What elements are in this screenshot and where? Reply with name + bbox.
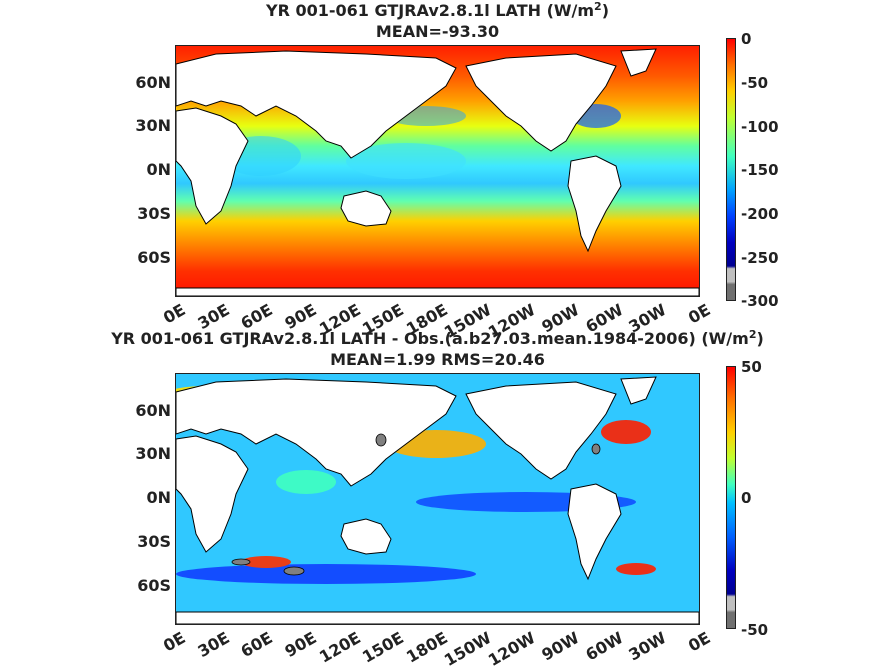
panel2-missing-1 [231, 558, 251, 566]
panel2-southern-neg [176, 564, 476, 584]
panel2-colorbar [726, 366, 736, 629]
panel2-xtick-5: 150E [359, 628, 408, 667]
panel2-antarctica [176, 611, 699, 624]
panel2-north-america [465, 381, 617, 480]
panel2-ytick-30n: 30N [135, 444, 171, 463]
panel2-greenland [620, 376, 657, 405]
panel2-land [176, 376, 699, 624]
panel1-cbar-tick-5: -250 [741, 249, 779, 267]
panel2-title-close: ) [756, 329, 764, 348]
panel1-map-svg [176, 46, 699, 296]
panel2-ytick-60s: 60S [137, 576, 171, 595]
panel2-xtick-9: 90W [538, 628, 583, 665]
panel1-ytick-60s: 60S [137, 248, 171, 267]
panel2-xtick-1: 30E [193, 628, 233, 662]
panel2-eurasia [176, 378, 457, 487]
panel2-title-sup: 2 [748, 328, 757, 341]
panel2-indian-feature [276, 470, 336, 494]
panel2-xtick-8: 120W [484, 628, 539, 670]
panel1-north-america [465, 53, 617, 152]
panel1-eurasia [176, 50, 457, 159]
panel1-cbar-tick-0: 0 [741, 30, 752, 48]
panel2-ytick-30s: 30S [137, 532, 171, 551]
panel2-cbar-tick-0: 50 [741, 358, 762, 376]
panel1-cbar-tick-2: -100 [741, 118, 779, 136]
panel1-title-close: ) [601, 1, 610, 20]
panel2-agulhas-pos [241, 556, 291, 568]
panel1-ytick-0n: 0N [146, 160, 171, 179]
panel2-missing-2 [283, 566, 305, 576]
panel2-ytick-0n: 0N [146, 488, 171, 507]
panel2-africa [176, 435, 249, 553]
panel1-colorbar [726, 38, 736, 301]
panel2-south-america [567, 483, 622, 581]
panel2-xtick-11: 30W [625, 628, 670, 665]
panel1-mean: MEAN=-93.30 [375, 22, 500, 41]
panel1-xtick-0: 0E [159, 300, 189, 328]
panel2-missing-3 [375, 433, 387, 447]
panel2-title: YR 001-061 GTJRAv2.8.1l LATH - Obs.(a.b2… [0, 328, 875, 348]
panel2-brazil-pos [616, 563, 656, 575]
panel1-ytick-60n: 60N [135, 73, 171, 92]
panel1-land [176, 48, 699, 296]
panel1-greenland [620, 48, 657, 77]
panel2-missing-patches [231, 433, 601, 576]
panel1-ytick-30n: 30N [135, 116, 171, 135]
panel2-xtick-7: 150W [441, 628, 495, 670]
panel2-missing-4 [591, 443, 601, 455]
panel2-xtick-2: 60E [237, 628, 276, 662]
panel2-xtick-12: 0E [684, 628, 714, 656]
panel2-xtick-6: 180E [403, 628, 451, 667]
panel1-cbar-tick-3: -150 [741, 161, 779, 179]
panel2-gulfstream-pos [601, 420, 651, 444]
panel1-xtick-12: 0E [684, 300, 714, 328]
panel2-cbar-tick-2: -50 [741, 621, 769, 639]
panel2-xtick-4: 120E [315, 628, 364, 667]
panel2-map [175, 373, 700, 625]
panel1-title-text: YR 001-061 GTJRAv2.8.1l LATH (W/m [265, 1, 595, 20]
panel1-australia [340, 190, 392, 227]
panel2-map-svg [176, 374, 699, 624]
panel1-cbar-tick-4: -200 [741, 205, 779, 223]
panel2-ytick-60n: 60N [135, 401, 171, 420]
panel2-xtick-10: 60W [581, 628, 626, 665]
panel1-cbar-tick-1: -50 [741, 74, 769, 92]
panel2-cbar-tick-1: 0 [741, 489, 752, 507]
panel1-cbar-tick-6: -300 [741, 292, 779, 310]
panel1-title-sup: 2 [594, 0, 602, 13]
panel1-antarctica [176, 287, 699, 296]
panel1-south-america [567, 155, 622, 253]
panel2-title-text: YR 001-061 GTJRAv2.8.1l LATH - Obs.(a.b2… [111, 329, 749, 348]
panel1-pacific-feature [346, 143, 466, 179]
panel1-title: YR 001-061 GTJRAv2.8.1l LATH (W/m2) [0, 0, 875, 20]
panel1-map [175, 45, 700, 297]
panel2-australia [340, 518, 392, 555]
panel1-ytick-30s: 30S [137, 204, 171, 223]
panel2-xtick-3: 90E [281, 628, 320, 662]
panel1-africa [176, 107, 249, 225]
panel2-xtick-0: 0E [159, 628, 189, 656]
panel2-stats: MEAN=1.99 RMS=20.46 [330, 350, 545, 369]
